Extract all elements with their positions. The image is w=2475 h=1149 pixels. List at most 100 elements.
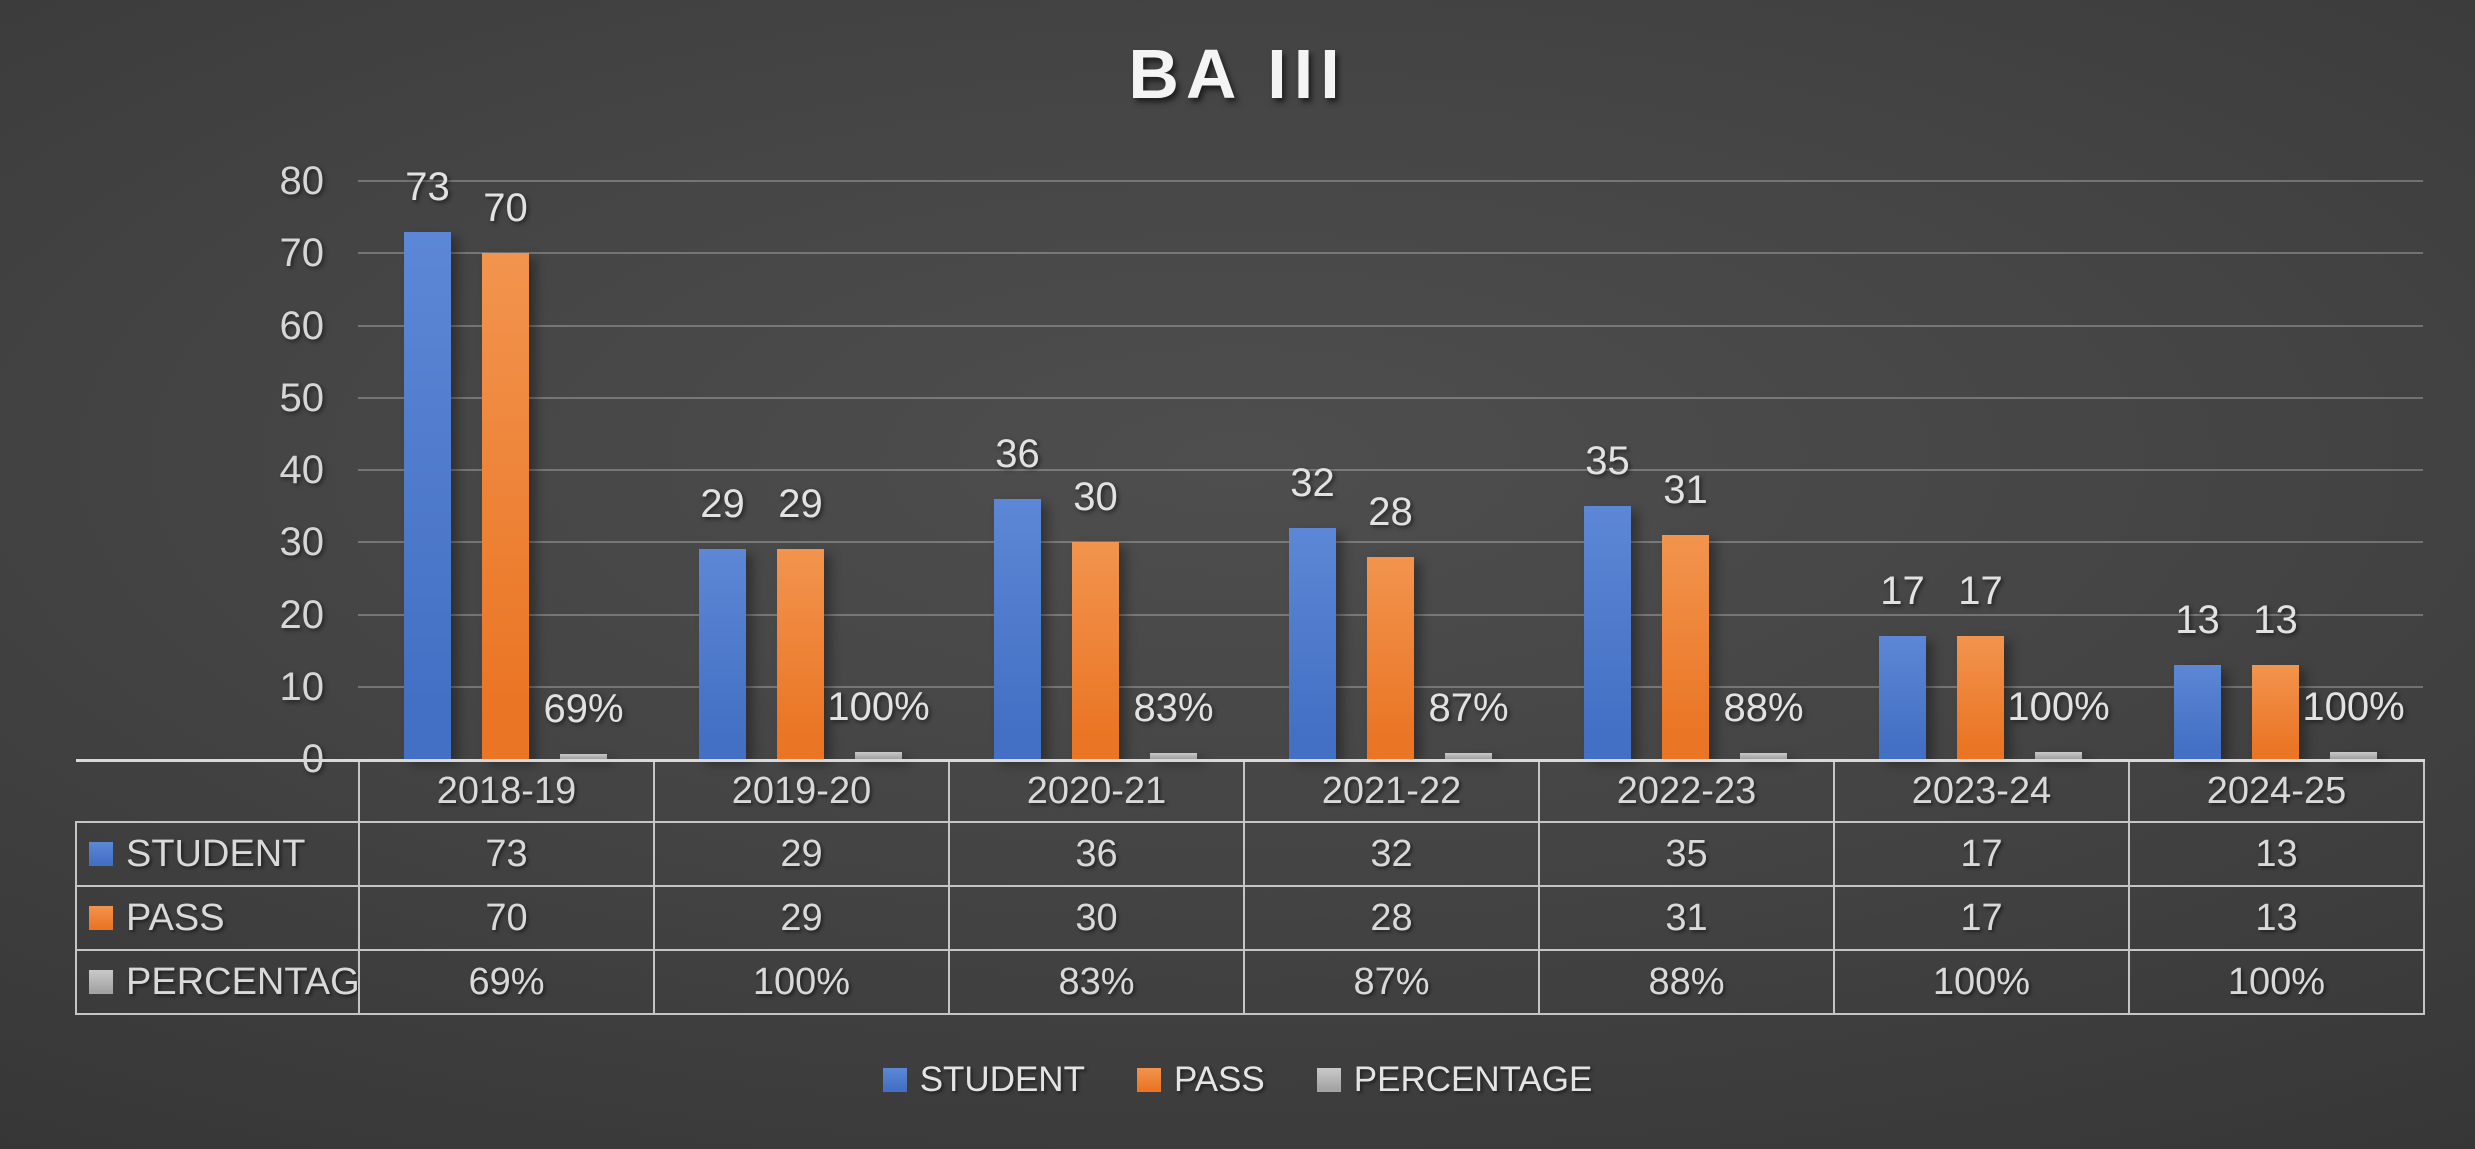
percentage-legend-swatch-icon	[1316, 1068, 1341, 1092]
percentage-table-swatch-icon	[89, 970, 113, 994]
bar-student-2019-20	[699, 549, 746, 759]
bar-percentage-2024-25	[2330, 751, 2377, 759]
table-year-header: 2020-21	[948, 759, 1245, 823]
data-label-student-2024-25: 13	[2175, 598, 2220, 643]
table-year-header: 2019-20	[653, 759, 950, 823]
bar-student-2018-19	[404, 231, 451, 759]
table-year-header: 2024-25	[2128, 759, 2425, 823]
table-value-student-2019-20: 29	[653, 821, 950, 887]
gridline-80	[358, 180, 2423, 182]
y-axis-tick-label: 10	[279, 664, 325, 709]
table-year-header: 2022-23	[1538, 759, 1835, 823]
table-value-percentage-2018-19: 69%	[358, 949, 655, 1015]
data-label-student-2023-24: 17	[1880, 569, 1925, 614]
student-table-swatch-icon	[89, 842, 113, 866]
series-name-label: PASS	[126, 896, 225, 939]
table-value-student-2021-22: 32	[1243, 821, 1540, 887]
student-legend-swatch-icon	[882, 1068, 907, 1092]
bar-student-2023-24	[1879, 636, 1926, 759]
table-value-student-2022-23: 35	[1538, 821, 1835, 887]
data-table: 2018-19 2019-20 2020-21 2021-22 2022-23 2023-…	[75, 759, 2425, 1015]
bar-student-2024-25	[2174, 665, 2221, 759]
data-label-pass-2023-24: 17	[1958, 569, 2003, 614]
table-value-percentage-2019-20: 100%	[653, 949, 950, 1015]
table-value-pass-2024-25: 13	[2128, 885, 2425, 951]
data-label-pass-2021-22: 28	[1368, 489, 1413, 534]
table-value-pass-2021-22: 28	[1243, 885, 1540, 951]
legend-item-student: STUDENT	[882, 1060, 1085, 1100]
data-label-pass-2019-20: 29	[778, 482, 823, 527]
data-label-percentage-2019-20: 100%	[827, 684, 930, 729]
gridline-40	[358, 469, 2423, 471]
table-value-percentage-2022-23: 88%	[1538, 949, 1835, 1015]
series-name-label: PERCENTAGE	[126, 960, 359, 1003]
y-axis-tick-label: 70	[279, 231, 325, 276]
table-row-header-percentage: PERCENTAGE	[75, 949, 360, 1015]
legend: STUDENT PASS PERCENTAGE	[0, 1060, 2475, 1100]
table-value-student-2018-19: 73	[358, 821, 655, 887]
legend-label: STUDENT	[919, 1060, 1085, 1099]
bar-pass-2021-22	[1367, 556, 1414, 759]
bar-percentage-2022-23	[1740, 752, 1787, 759]
table-value-student-2020-21: 36	[948, 821, 1245, 887]
table-year-header: 2021-22	[1243, 759, 1540, 823]
chart-title: BA III	[1128, 35, 1347, 113]
data-label-student-2019-20: 29	[700, 482, 745, 527]
y-axis-tick-label: 50	[279, 375, 325, 420]
legend-label: PERCENTAGE	[1353, 1060, 1593, 1099]
data-label-student-2022-23: 35	[1585, 439, 1630, 484]
data-label-student-2021-22: 32	[1290, 460, 1335, 505]
table-value-student-2024-25: 13	[2128, 821, 2425, 887]
table-row-header-student: STUDENT	[75, 821, 360, 887]
data-label-percentage-2018-19: 69%	[543, 687, 624, 731]
data-label-pass-2020-21: 30	[1073, 475, 1118, 520]
table-row-header-pass: PASS	[75, 885, 360, 951]
y-axis-tick-label: 40	[279, 448, 325, 492]
table-year-header: 2023-24	[1833, 759, 2130, 823]
data-label-pass-2024-25: 13	[2253, 598, 2298, 643]
y-axis-tick-label: 20	[279, 592, 325, 637]
bar-pass-2022-23	[1662, 535, 1709, 759]
legend-item-percentage: PERCENTAGE	[1316, 1060, 1593, 1100]
bar-percentage-2021-22	[1445, 752, 1492, 759]
table-value-percentage-2020-21: 83%	[948, 949, 1245, 1015]
data-label-percentage-2022-23: 88%	[1723, 685, 1804, 730]
bar-pass-2024-25	[2252, 665, 2299, 759]
gridline-60	[358, 324, 2423, 327]
series-name-label: STUDENT	[126, 832, 306, 875]
gridline-30	[358, 541, 2423, 544]
bar-student-2020-21	[994, 498, 1041, 759]
gridline-70	[358, 252, 2423, 255]
table-value-pass-2022-23: 31	[1538, 885, 1835, 951]
data-label-pass-2022-23: 31	[1663, 468, 1708, 513]
pass-legend-swatch-icon	[1136, 1068, 1161, 1092]
data-label-student-2020-21: 36	[995, 431, 1040, 476]
bar-pass-2023-24	[1957, 636, 2004, 759]
bar-percentage-2023-24	[2035, 751, 2082, 759]
table-value-percentage-2024-25: 100%	[2128, 949, 2425, 1015]
bar-student-2021-22	[1289, 527, 1336, 759]
bar-pass-2020-21	[1072, 542, 1119, 759]
pass-table-swatch-icon	[89, 906, 113, 930]
table-value-percentage-2023-24: 100%	[1833, 949, 2130, 1015]
table-value-student-2023-24: 17	[1833, 821, 2130, 887]
data-label-student-2018-19: 73	[405, 164, 450, 209]
table-value-pass-2018-19: 70	[358, 885, 655, 951]
bar-percentage-2020-21	[1150, 753, 1197, 759]
bar-student-2022-23	[1584, 506, 1631, 759]
bar-percentage-2019-20	[855, 751, 902, 759]
bar-percentage-2018-19	[560, 754, 607, 759]
data-label-percentage-2024-25: 100%	[2302, 684, 2405, 729]
legend-label: PASS	[1173, 1060, 1265, 1099]
table-value-pass-2023-24: 17	[1833, 885, 2130, 951]
legend-item-pass: PASS	[1136, 1060, 1265, 1100]
table-corner-cell	[76, 759, 359, 822]
table-value-pass-2020-21: 30	[948, 885, 1245, 951]
data-label-percentage-2023-24: 100%	[2007, 684, 2110, 729]
table-year-header: 2018-19	[358, 759, 655, 823]
table-value-percentage-2021-22: 87%	[1243, 949, 1540, 1015]
bar-pass-2019-20	[777, 549, 824, 759]
data-label-percentage-2020-21: 83%	[1133, 686, 1214, 730]
y-axis-tick-label: 30	[279, 520, 325, 565]
